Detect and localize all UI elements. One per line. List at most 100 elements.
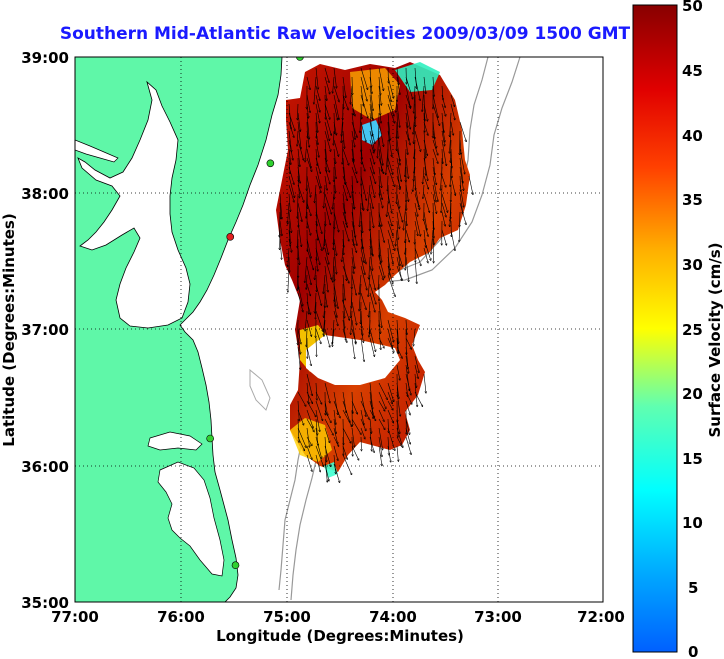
velocity-arrow [324,265,328,292]
velocity-arrow [342,301,350,321]
velocity-arrow [297,139,304,160]
velocity-arrow [450,193,452,221]
velocity-arrow [297,220,301,247]
y-tick-label: 39:00 [21,49,69,67]
velocity-arrow [422,85,425,112]
velocity-arrow [279,238,282,259]
velocity-arrow [288,139,293,160]
velocity-arrow [306,130,309,147]
velocity-arrow [315,283,322,306]
velocity-arrow [387,337,393,349]
velocity-arrow [316,337,317,357]
velocity-arrow [324,247,329,264]
velocity-arrow [396,112,398,138]
velocity-arrow [423,103,428,121]
velocity-arrow [413,166,416,192]
velocity-arrow [297,391,306,406]
velocity-arrow [333,76,335,93]
velocity-arrow [405,436,411,455]
velocity-arrow [414,256,417,284]
velocity-arrows [279,67,473,483]
velocity-arrow [405,229,409,242]
velocity-arrow [387,130,392,157]
velocity-arrow [450,211,452,227]
velocity-arrow [324,103,330,120]
velocity-arrow [369,175,375,198]
velocity-arrow [396,391,400,416]
velocity-arrow [441,229,447,245]
velocity-arrow [297,427,306,448]
x-tick-labels: 77:00 76:00 75:00 74:00 73:00 72:00 [51,608,625,626]
velocity-arrow [342,220,349,241]
velocity-arrow [378,400,385,411]
velocity-arrow [351,445,359,460]
velocity-arrow [369,292,375,312]
velocity-arrow [324,229,326,249]
velocity-arrow [333,130,334,145]
velocity-arrow [306,202,311,216]
y-tick-label: 35:00 [21,594,69,612]
velocity-arrow [369,157,374,174]
velocity-arrow [315,256,318,271]
velocity-arrow [387,256,390,270]
velocity-arrow [351,139,354,161]
velocity-arrow [288,112,295,131]
velocity-arrow [441,130,445,146]
velocity-arrow [341,121,344,143]
velocity-arrow [333,157,336,179]
velocity-arrow [297,166,300,183]
velocity-arrow [423,139,427,156]
velocity-arrow [324,130,331,152]
velocity-arrow [396,121,397,138]
velocity-arrow [360,301,361,324]
velocity-arrow [369,166,376,184]
velocity-arrow [351,238,357,253]
velocity-arrow [333,175,336,193]
velocity-arrow [441,121,445,142]
velocity-arrow [351,301,357,325]
velocity-arrow [387,409,393,423]
velocity-arrow [297,148,300,167]
velocity-arrow [306,238,311,258]
velocity-arrow [378,148,382,171]
velocity-arrow [414,85,416,113]
velocity-arrow [414,373,416,388]
velocity-arrow [342,256,347,281]
velocity-arrow [352,76,353,95]
velocity-arrow [405,85,411,109]
plot-frame [74,56,604,603]
velocity-arrow [360,139,362,159]
velocity-arrow [405,400,410,415]
velocity-arrow [316,274,317,292]
velocity-arrow [441,103,446,116]
velocity-arrow [432,166,436,185]
chart-title: Southern Mid-Atlantic Raw Velocities 200… [60,24,631,44]
velocity-arrow [396,211,399,229]
velocity-arrow [360,427,365,439]
velocity-arrow [369,76,372,94]
velocity-arrow [369,121,375,144]
velocity-arrow [396,76,400,95]
velocity-arrow [333,67,337,88]
velocity-arrow [369,265,375,290]
velocity-arrow [378,103,381,123]
velocity-arrow [333,418,336,434]
velocity-arrow [378,382,388,400]
velocity-arrow [342,184,347,201]
velocity-arrow [369,301,371,317]
velocity-arrow [324,85,327,101]
colorbar-tick-label: 10 [682,514,703,532]
velocity-arrow [369,256,371,279]
velocity-arrow [378,157,384,174]
velocity-arrow [342,76,346,98]
velocity-arrow [342,328,347,343]
velocity-arrow [387,175,388,191]
velocity-arrow [405,130,410,145]
velocity-arrow [369,94,373,120]
velocity-arrow [342,193,345,214]
velocity-arrow [378,409,384,422]
velocity-arrow [315,310,323,332]
grid-lines [75,57,603,602]
velocity-arrow [297,202,302,222]
